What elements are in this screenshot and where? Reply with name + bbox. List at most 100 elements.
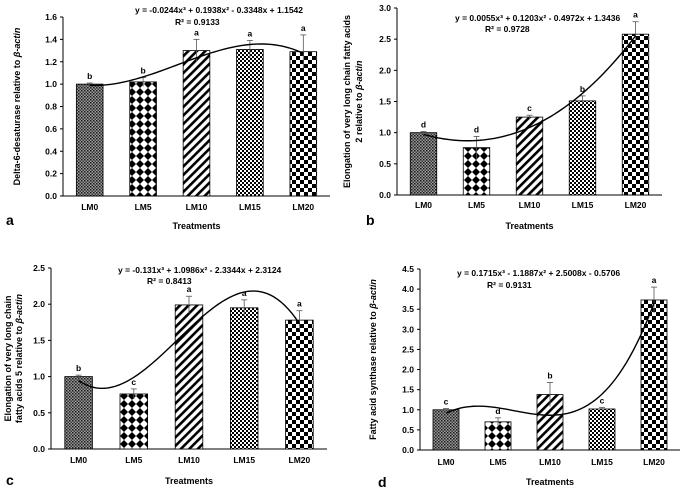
x-axis-title: Treatments [505,221,553,231]
significance-letter: a [194,27,199,37]
significance-letter: c [527,103,532,113]
x-axis-title: Treatments [165,476,213,486]
x-tick-label: LM10 [186,202,208,212]
y-tick-label: 0.6 [45,124,57,134]
significance-letter: a [187,284,192,294]
y-axis-title-line2: 2 relative to β-actin [354,60,364,143]
trend-line [423,35,637,142]
bar-lm10 [182,50,211,197]
y-tick-label: 1.2 [45,57,57,67]
r-squared: R² = 0.9728 [485,24,530,34]
y-tick-label: 0.5 [379,159,391,169]
bar-lm20 [289,51,318,197]
x-tick-label: LM0 [415,200,432,210]
y-tick-label: 4.0 [402,284,414,294]
y-tick-label: 1.0 [45,79,57,89]
y-tick-label: 0.0 [45,191,57,201]
significance-letter: a [297,299,302,309]
significance-letter: d [421,119,426,129]
significance-letter: c [600,395,605,405]
x-axis-title: Treatments [526,477,574,487]
significance-letter: a [652,275,657,285]
y-axis-title-line2: fatty acids 5 relative to β-actin [14,293,24,423]
x-tick-label: LM5 [490,457,507,467]
bar-lm0 [75,83,104,197]
significance-letter: c [444,397,449,407]
significance-letter: b [87,71,92,81]
x-tick-label: LM20 [289,455,311,465]
y-axis-title: Fatty acid synthase relative to β-actin [368,279,378,440]
y-tick-label: 2.5 [402,344,414,354]
x-tick-label: LM5 [468,200,485,210]
y-tick-label: 3.0 [379,3,391,13]
y-tick-label: 2.0 [402,365,414,375]
x-tick-label: LM20 [643,457,665,467]
y-tick-label: 3.5 [402,304,414,314]
bar-lm15 [236,49,264,197]
bar-lm20 [640,299,668,451]
x-tick-label: LM15 [591,457,613,467]
y-tick-label: 0.5 [402,425,414,435]
x-tick-label: LM20 [292,202,314,212]
x-tick-label: LM15 [572,200,594,210]
chart-panel-c: 0.0 0.5 1.0 1.5 2.0 2.5 b LM0 c LM5 a LM10 a LM15 a LM2… [3,263,327,488]
trend-line [89,43,304,87]
r-squared: R² = 0.9133 [175,17,220,27]
panel-letter: c [6,472,14,488]
y-tick-label: 0.0 [379,190,391,200]
x-tick-label: LM0 [81,202,98,212]
chart-panel-a: 0.0 0.2 0.4 0.6 0.8 1.0 1.2 1.4 1.6 b LM0 b LM5 a LM10… [6,5,330,231]
bar-lm0 [64,376,93,450]
significance-letter: b [547,370,552,380]
bar-lm15 [229,307,259,450]
significance-letter: a [248,28,253,38]
bar-lm15 [588,408,616,451]
trend-equation: y = 0.1715x³ - 1.1887x² + 2.5008x - 0.57… [457,268,620,278]
r-squared: R² = 0.9131 [487,280,532,290]
y-axis-title: Elongation of very long chain fatty acid… [342,15,352,188]
x-tick-label: LM10 [519,200,541,210]
y-axis-title: Delta-6-desaturase relative to β-actin [12,27,22,185]
chart-panel-d: 0.0 0.5 1.0 1.5 2.0 2.5 3.0 3.5 4.0 4.5 c LM0 d LM5 b L… [368,264,680,490]
y-tick-label: 0.4 [45,146,57,156]
significance-letter: b [580,84,585,94]
x-tick-label: LM10 [178,455,200,465]
bar-lm5 [484,421,512,451]
y-tick-label: 1.0 [33,372,45,382]
significance-letter: a [242,288,247,298]
panel-letter: d [378,474,387,490]
y-tick-label: 2.0 [379,65,391,75]
trend-line [78,290,300,390]
bar-lm10 [174,304,204,450]
y-tick-label: 2.0 [33,299,45,309]
significance-letter: b [76,363,81,373]
trend-equation: y = -0.0244x³ + 0.1938x² - 0.3348x + 1.1… [135,5,303,15]
y-tick-label: 1.5 [379,97,391,107]
bar-lm5 [129,81,157,197]
x-tick-label: LM5 [135,202,152,212]
bar-lm20 [285,319,314,450]
y-tick-label: 0.0 [402,445,414,455]
trend-equation: y = -0.131x³ + 1.0986x² - 2.3344x + 2.31… [118,265,282,275]
y-tick-label: 1.5 [402,385,414,395]
significance-letter: a [633,10,638,20]
bar-lm20 [621,33,650,196]
x-axis-title: Treatments [172,221,220,231]
y-tick-label: 0.5 [33,408,45,418]
significance-letter: b [140,65,145,75]
x-tick-label: LM0 [70,455,87,465]
x-tick-label: LM15 [233,455,255,465]
y-tick-label: 3.0 [402,324,414,334]
y-tick-label: 0.0 [33,444,45,454]
panel-letter: b [366,212,375,228]
y-tick-label: 0.2 [45,169,57,179]
y-tick-label: 2.5 [33,263,45,273]
y-tick-label: 1.6 [45,12,57,22]
bar-lm0 [409,132,438,196]
x-tick-label: LM5 [125,455,142,465]
trend-equation: y = 0.0055x³ + 0.1203x² - 0.4972x + 1.34… [455,13,620,23]
significance-letter: d [495,406,500,416]
y-tick-label: 2.5 [379,34,391,44]
trend-line [445,302,655,416]
